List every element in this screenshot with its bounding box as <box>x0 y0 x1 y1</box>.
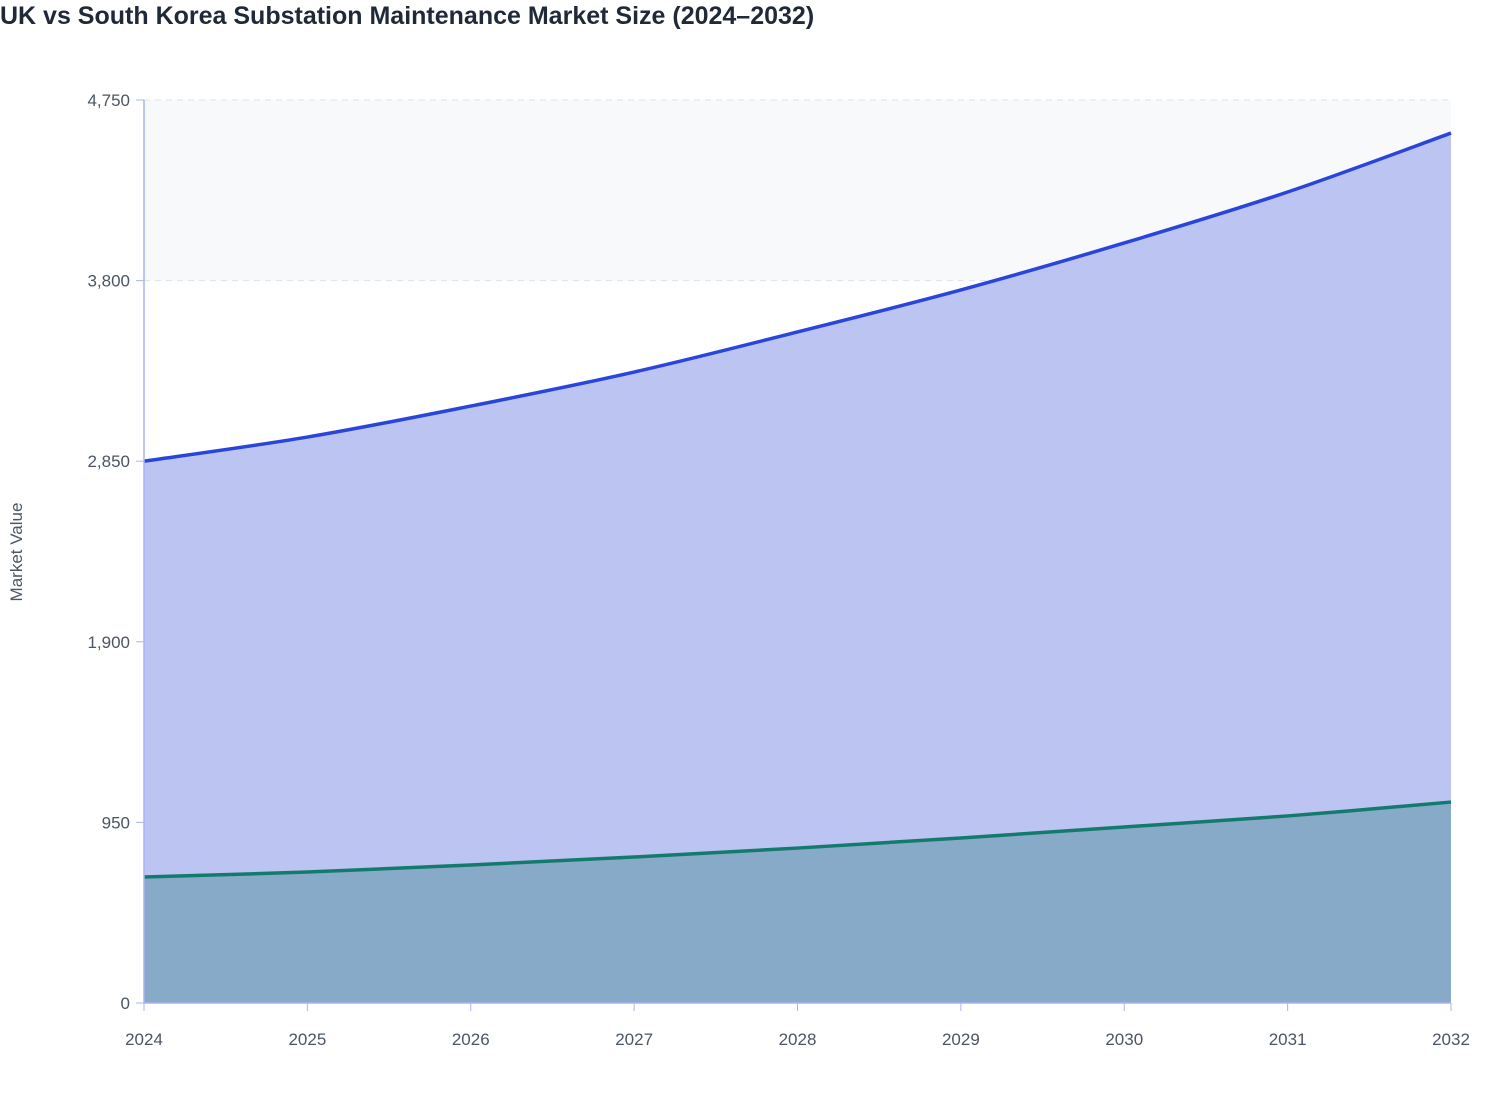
y-tick-label: 4,750 <box>87 91 130 110</box>
y-tick-label: 2,850 <box>87 452 130 471</box>
x-tick-label: 2030 <box>1105 1030 1143 1049</box>
x-tick-label: 2026 <box>452 1030 490 1049</box>
chart-title: UK vs South Korea Substation Maintenance… <box>0 2 815 30</box>
x-tick-label: 2024 <box>125 1030 163 1049</box>
x-tick-label: 2028 <box>779 1030 817 1049</box>
line-series-1 <box>143 131 1452 463</box>
line-series-2 <box>143 800 1452 879</box>
x-tick-label: 2029 <box>942 1030 980 1049</box>
y-tick-label: 1,900 <box>87 633 130 652</box>
x-tick-label: 2031 <box>1269 1030 1307 1049</box>
x-tick-label: 2032 <box>1432 1030 1470 1049</box>
x-tick-label: 2027 <box>615 1030 653 1049</box>
y-tick-label: 950 <box>102 813 130 832</box>
x-tick-label: 2025 <box>288 1030 326 1049</box>
area-fill-series-1 <box>144 133 1451 1004</box>
y-tick-label: 0 <box>121 994 130 1013</box>
y-axis-label: Market Value <box>7 503 26 602</box>
area-fill-series-2 <box>144 802 1451 1003</box>
y-tick-label: 3,800 <box>87 272 130 291</box>
